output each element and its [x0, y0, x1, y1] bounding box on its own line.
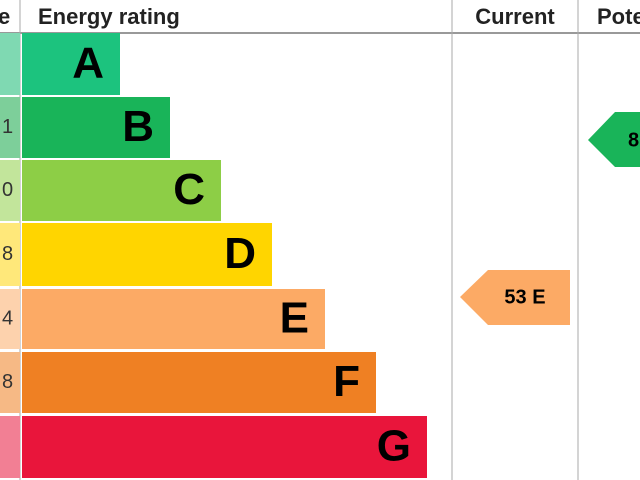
band-bar: [22, 416, 427, 478]
band-bar: [22, 33, 120, 95]
band-score: 1: [2, 116, 13, 138]
band-letter: F: [333, 357, 360, 406]
band-score: 8: [2, 371, 13, 393]
band-bar: [22, 160, 221, 221]
band-bar: [22, 352, 376, 413]
band-letter: A: [72, 39, 104, 88]
header-rating: Energy rating: [38, 4, 180, 29]
score-cell: [0, 223, 20, 286]
score-cell: [0, 97, 20, 158]
band-letter: C: [173, 165, 205, 214]
header-score: e: [0, 4, 10, 29]
potential-arrow: 8: [588, 112, 640, 167]
header-current: Current: [475, 4, 555, 29]
band-letter: D: [224, 229, 256, 278]
band-letter: G: [377, 422, 411, 471]
score-cell: [0, 160, 20, 221]
score-cell: [0, 33, 20, 95]
header-potential: Pote: [597, 4, 640, 29]
band-bar: [22, 97, 170, 158]
score-cell: [0, 289, 20, 349]
score-cell: [0, 352, 20, 413]
arrow-shape: [588, 112, 640, 167]
band-letter: E: [280, 294, 309, 343]
band-score: 0: [2, 179, 13, 201]
band-bar: [22, 223, 272, 286]
band-bar: [22, 289, 325, 349]
current-arrow: 53 E: [460, 270, 570, 325]
current-rating: 53 E: [504, 286, 545, 308]
bands: A 1 B 0 C 8 D 4 E 8 FG: [0, 33, 427, 478]
band-letter: B: [122, 102, 154, 151]
band-score: 4: [2, 307, 13, 329]
score-cell: [0, 416, 20, 478]
potential-rating: 8: [628, 129, 639, 151]
arrow-shape: [460, 270, 570, 325]
band-score: 8: [2, 243, 13, 265]
